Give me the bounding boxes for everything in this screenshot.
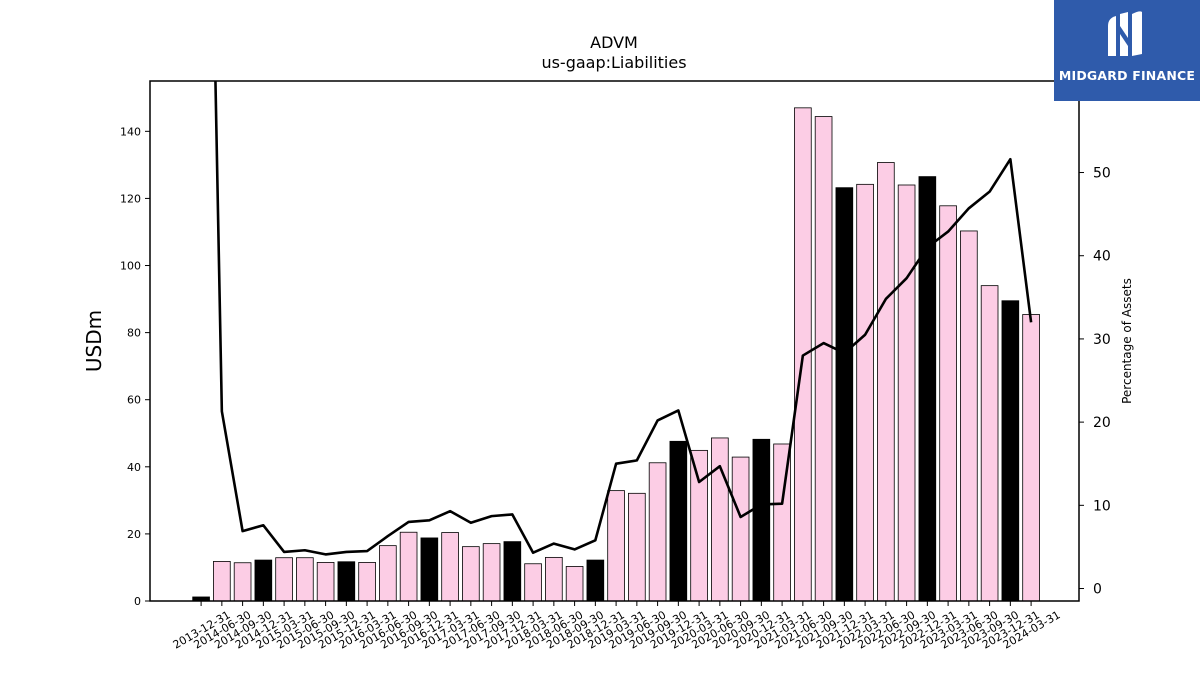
y-tick-label: 20	[127, 528, 141, 541]
bar-2022-06-30	[877, 162, 895, 602]
y-tick-label: 60	[127, 394, 141, 407]
bar-2014-09-30	[233, 562, 252, 602]
y2-tick-label: 10	[1093, 498, 1111, 514]
bar-2017-03-31	[441, 532, 459, 602]
y-axis-label: USDm	[82, 310, 106, 372]
bar-2014-12-31	[254, 559, 273, 602]
y2-tick-label: 0	[1093, 582, 1102, 598]
y-tick-label: 100	[120, 260, 141, 273]
midgard-logo-icon	[1108, 11, 1142, 57]
bar-2019-12-31	[669, 440, 688, 602]
bar-2020-06-30	[711, 437, 729, 602]
bar-2015-06-30	[296, 557, 314, 602]
bar-2022-03-31	[856, 183, 874, 602]
bar-2015-09-30	[316, 562, 335, 602]
bar-2017-09-30	[482, 543, 501, 602]
bar-2015-12-31	[337, 561, 356, 602]
chart-title: ADVM	[590, 33, 638, 52]
chart-subtitle: us-gaap:Liabilities	[541, 53, 686, 72]
bar-2019-03-31	[607, 490, 625, 602]
bar-2017-12-31	[503, 541, 522, 602]
plot-frame	[149, 80, 1080, 602]
bar-2018-09-30	[565, 566, 584, 602]
bar-2020-09-30	[731, 456, 750, 602]
y-tick-label: 120	[120, 192, 141, 205]
bar-2024-03-31	[1022, 314, 1040, 602]
bar-2016-09-30	[399, 531, 418, 602]
bar-2020-12-31	[752, 438, 771, 602]
bar-2015-03-31	[275, 557, 293, 602]
bar-2023-12-31	[1001, 300, 1020, 602]
y2-tick-label: 30	[1093, 332, 1111, 348]
bar-2018-06-30	[545, 556, 563, 602]
bar-2019-09-30	[648, 462, 667, 602]
bar-2022-09-30	[897, 184, 916, 602]
line-percentage-of-assets	[214, 81, 1033, 556]
y-tick-label: 40	[127, 461, 141, 474]
bar-2018-12-31	[586, 559, 605, 602]
brand-logo: MIDGARD FINANCE	[1054, 0, 1200, 101]
bar-2021-12-31	[835, 187, 854, 602]
bar-2022-12-31	[918, 176, 937, 602]
bar-2023-03-31	[939, 205, 957, 602]
y-tick-label: 0	[134, 595, 141, 608]
y2-axis-label: Percentage of Assets	[1120, 278, 1134, 404]
bar-2023-06-30	[960, 230, 978, 602]
bar-2016-12-31	[420, 537, 439, 602]
y2-tick-label: 40	[1093, 249, 1111, 265]
brand-name: MIDGARD FINANCE	[1058, 68, 1196, 83]
bar-2016-03-31	[358, 562, 376, 602]
y2-tick-label: 50	[1093, 166, 1111, 182]
bar-2018-03-31	[524, 563, 542, 602]
y2-tick-label: 20	[1093, 415, 1111, 431]
bar-2014-06-30	[213, 561, 231, 602]
bar-2019-06-30	[628, 492, 646, 602]
bar-2016-06-30	[379, 545, 397, 602]
bar-2021-09-30	[814, 116, 833, 602]
y-tick-label: 80	[127, 327, 141, 340]
bar-2023-09-30	[980, 285, 999, 602]
y-tick-label: 140	[120, 125, 141, 138]
bar-2020-03-31	[690, 449, 708, 602]
bar-2017-06-30	[462, 546, 480, 602]
